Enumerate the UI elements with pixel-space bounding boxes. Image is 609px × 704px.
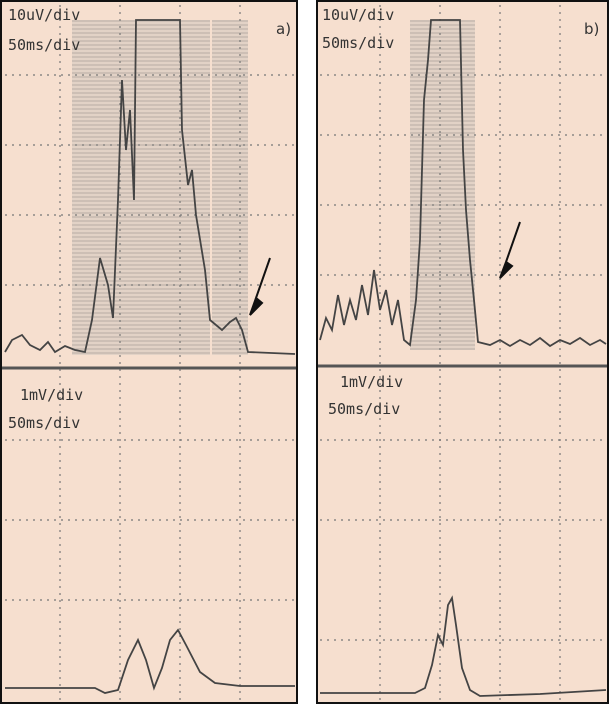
- lower-time: 50ms/div: [328, 400, 400, 418]
- figure: 10uV/div 50ms/div 1mV/div 50ms/div a) 10…: [0, 0, 609, 704]
- lower-time: 50ms/div: [8, 414, 80, 432]
- panel-label: a): [276, 20, 291, 38]
- panel-label: b): [584, 20, 599, 38]
- upper-scale: 10uV/div: [322, 6, 394, 24]
- panel-a: 10uV/div 50ms/div 1mV/div 50ms/div a): [1, 1, 297, 703]
- lower-scale: 1mV/div: [340, 373, 403, 391]
- upper-time: 50ms/div: [322, 34, 394, 52]
- upper-scale: 10uV/div: [8, 6, 80, 24]
- upper-time: 50ms/div: [8, 36, 80, 54]
- stimulus-shade: [212, 20, 248, 355]
- stimulus-shade: [72, 20, 210, 355]
- lower-scale: 1mV/div: [20, 386, 83, 404]
- panel-b: 10uV/div 50ms/div 1mV/div 50ms/div b): [317, 1, 608, 703]
